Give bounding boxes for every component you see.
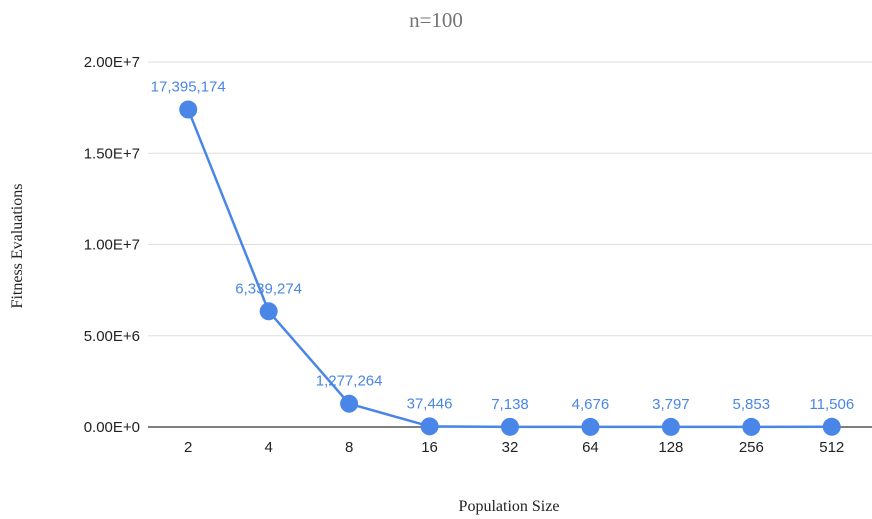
y-tick-label: 1.50E+7: [84, 145, 140, 162]
data-point: [661, 417, 680, 436]
x-tick-label: 128: [658, 439, 683, 456]
data-labels: 17,395,174 6,339,274 1,277,264 37,446 7,138 4…: [151, 79, 854, 413]
y-axis-ticks: 0.00E+0 5.00E+6 1.00E+7 1.50E+7 2.00E+7: [84, 54, 140, 436]
data-label: 37,446: [407, 395, 453, 412]
data-label: 5,853: [733, 396, 771, 413]
x-axis-ticks: 2 4 8 16 32 64 128 256 512: [184, 439, 844, 456]
data-point: [581, 417, 600, 436]
data-label: 7,138: [491, 396, 529, 413]
x-tick-label: 4: [264, 439, 272, 456]
chart-title: n=100: [409, 8, 463, 32]
data-points: [179, 100, 841, 436]
x-tick-label: 512: [819, 439, 844, 456]
series-polyline: [187, 109, 832, 429]
x-tick-label: 64: [582, 439, 599, 456]
data-point: [742, 417, 761, 436]
x-tick-label: 32: [502, 439, 519, 456]
y-tick-label: 5.00E+6: [84, 328, 140, 345]
data-label: 4,676: [572, 396, 610, 413]
data-point: [420, 417, 439, 436]
data-label: 17,395,174: [151, 79, 226, 96]
data-point: [259, 302, 278, 321]
y-tick-label: 1.00E+7: [84, 237, 140, 254]
x-axis-title: Population Size: [459, 498, 560, 515]
x-tick-label: 2: [184, 439, 192, 456]
x-tick-label: 16: [421, 439, 438, 456]
data-point: [501, 417, 519, 436]
data-point: [340, 394, 359, 413]
y-axis-title: Fitness Evaluations: [9, 184, 26, 309]
data-label: 6,339,274: [235, 280, 302, 297]
y-tick-label: 2.00E+7: [84, 54, 140, 71]
data-point: [179, 100, 198, 119]
series-line: [187, 109, 832, 429]
x-tick-label: 8: [345, 439, 353, 456]
data-point: [822, 417, 841, 436]
data-label: 11,506: [809, 396, 854, 413]
data-label: 1,277,264: [316, 373, 383, 390]
x-tick-label: 256: [739, 439, 764, 456]
y-tick-label: 0.00E+0: [84, 419, 140, 436]
data-label: 3,797: [652, 396, 690, 413]
gridlines: [148, 61, 872, 428]
